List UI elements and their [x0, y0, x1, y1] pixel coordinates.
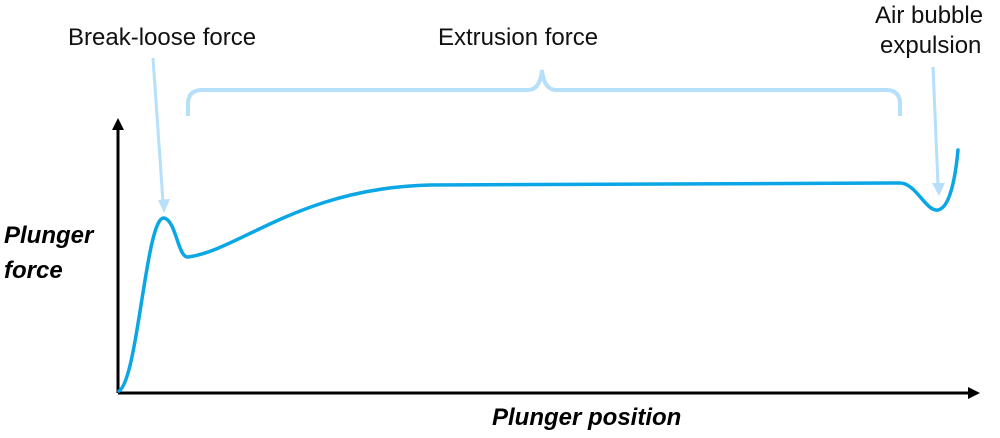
break-loose-label: Break-loose force — [68, 24, 257, 51]
y-axis-label-line1: Plunger — [4, 222, 94, 249]
air-bubble-arrow — [931, 66, 940, 186]
force-curve — [117, 148, 960, 393]
air-bubble-arrowhead — [932, 183, 945, 196]
break-loose-arrowhead — [158, 199, 170, 213]
y-axis-arrowhead — [112, 118, 124, 130]
x-axis-arrowhead — [968, 387, 980, 399]
x-axis-label: Plunger position — [492, 404, 682, 431]
break-loose-arrow — [151, 57, 165, 203]
y-axis-label-line2: force — [4, 257, 63, 284]
extrusion-label: Extrusion force — [438, 24, 599, 51]
extrusion-brace — [186, 69, 902, 116]
air-bubble-label-line2: expulsion — [880, 32, 982, 59]
air-bubble-label-line1: Air bubble — [875, 2, 984, 29]
